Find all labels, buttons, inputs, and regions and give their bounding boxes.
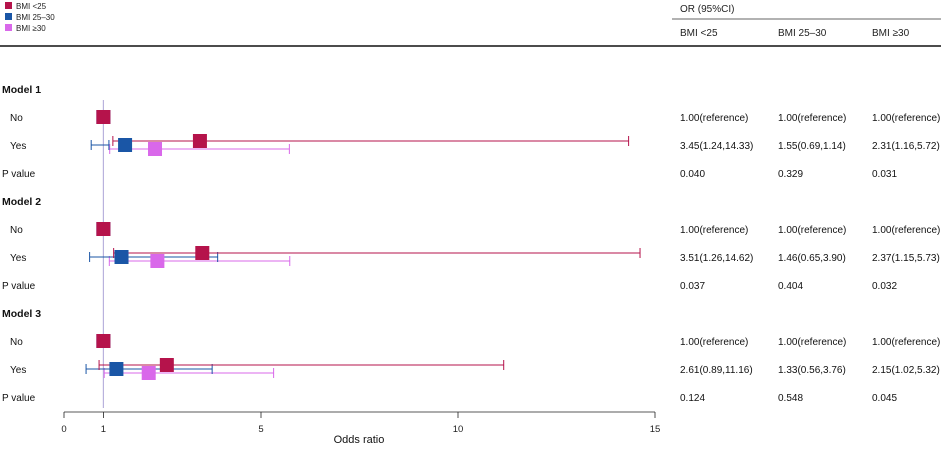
row-value-m1-r0-c1: 1.00(reference) — [778, 113, 846, 124]
x-axis-tick-label-1: 1 — [101, 424, 106, 435]
or-marker-m3-r1-s2 — [141, 366, 156, 380]
or-marker-m1-r1-s0 — [192, 134, 207, 148]
column-header-bmi-lt25: BMI <25 — [680, 28, 718, 39]
x-axis-title: Odds ratio — [334, 434, 385, 446]
or-marker-m1-r0-s0 — [96, 110, 111, 124]
row-label-m1-1: Yes — [10, 141, 26, 152]
row-value-m1-r1-c2: 2.31(1.16,5.72) — [872, 141, 940, 152]
x-axis-tick-label-10: 10 — [453, 424, 464, 435]
row-value-m1-r0-c0: 1.00(reference) — [680, 113, 748, 124]
column-header-bmi-ge30: BMI ≥30 — [872, 28, 910, 39]
x-axis-tick-label-5: 5 — [258, 424, 263, 435]
row-value-m2-r0-c2: 1.00(reference) — [872, 225, 940, 236]
column-header-bmi-25-30: BMI 25–30 — [778, 28, 827, 39]
row-label-m1-0: No — [10, 113, 23, 124]
legend-swatch-bmi-25-30 — [5, 13, 12, 20]
row-value-m1-r1-c1: 1.55(0.69,1.14) — [778, 141, 846, 152]
model-rows: Model 1 No 1.00(reference) 1.00(reference) 1… — [2, 84, 940, 404]
or-marker-m1-r1-s2 — [148, 142, 163, 156]
row-value-m3-r2-c2: 0.045 — [872, 393, 897, 404]
x-axis: 0 1 5 10 15 — [61, 411, 661, 435]
row-value-m3-r1-c0: 2.61(0.89,11.16) — [680, 365, 753, 376]
row-value-m1-r0-c2: 1.00(reference) — [872, 113, 940, 124]
row-value-m3-r1-c2: 2.15(1.02,5.32) — [872, 365, 940, 376]
row-value-m2-r1-c0: 3.51(1.26,14.62) — [680, 253, 753, 264]
row-label-m3-0: No — [10, 337, 23, 348]
row-label-m1-2: P value — [2, 169, 36, 180]
row-value-m2-r1-c1: 1.46(0.65,3.90) — [778, 253, 846, 264]
row-value-m2-r0-c1: 1.00(reference) — [778, 225, 846, 236]
legend-label-bmi-25-30: BMI 25–30 — [16, 13, 55, 22]
row-value-m1-r2-c1: 0.329 — [778, 169, 803, 180]
row-value-m3-r0-c1: 1.00(reference) — [778, 337, 846, 348]
row-value-m2-r2-c1: 0.404 — [778, 281, 803, 292]
row-value-m1-r2-c0: 0.040 — [680, 169, 705, 180]
row-value-m3-r2-c1: 0.548 — [778, 393, 803, 404]
x-axis-tick-label-0: 0 — [61, 424, 66, 435]
model-title-2: Model 2 — [2, 196, 41, 208]
row-label-m2-2: P value — [2, 281, 36, 292]
legend-swatch-bmi-lt25 — [5, 2, 12, 9]
row-label-m3-1: Yes — [10, 365, 26, 376]
or-marker-m2-r0-s0 — [96, 222, 111, 236]
or-ci-header: OR (95%CI) — [680, 4, 734, 15]
legend-label-bmi-ge30: BMI ≥30 — [16, 24, 46, 33]
or-marker-m3-r1-s0 — [159, 358, 174, 372]
row-value-m3-r2-c0: 0.124 — [680, 393, 705, 404]
row-value-m1-r2-c2: 0.031 — [872, 169, 897, 180]
row-value-m2-r2-c2: 0.032 — [872, 281, 897, 292]
row-value-m2-r1-c2: 2.37(1.15,5.73) — [872, 253, 940, 264]
row-label-m3-2: P value — [2, 393, 36, 404]
row-label-m2-1: Yes — [10, 253, 26, 264]
or-marker-m3-r0-s0 — [96, 334, 111, 348]
row-value-m3-r1-c1: 1.33(0.56,3.76) — [778, 365, 846, 376]
model-title-3: Model 3 — [2, 308, 41, 320]
legend: BMI <25 BMI 25–30 BMI ≥30 — [5, 2, 55, 33]
or-marker-m2-r1-s1 — [114, 250, 129, 264]
row-value-m2-r2-c0: 0.037 — [680, 281, 705, 292]
row-value-m3-r0-c0: 1.00(reference) — [680, 337, 748, 348]
or-marker-m1-r1-s1 — [118, 138, 133, 152]
row-value-m3-r0-c2: 1.00(reference) — [872, 337, 940, 348]
x-axis-tick-label-15: 15 — [650, 424, 661, 435]
row-label-m2-0: No — [10, 225, 23, 236]
row-value-m2-r0-c0: 1.00(reference) — [680, 225, 748, 236]
or-marker-m2-r1-s2 — [150, 254, 165, 268]
or-marker-m3-r1-s1 — [109, 362, 124, 376]
legend-swatch-bmi-ge30 — [5, 24, 12, 31]
row-value-m1-r1-c0: 3.45(1.24,14.33) — [680, 141, 753, 152]
or-marker-m2-r1-s0 — [195, 246, 210, 260]
model-title-1: Model 1 — [2, 84, 41, 96]
legend-label-bmi-lt25: BMI <25 — [16, 2, 47, 11]
